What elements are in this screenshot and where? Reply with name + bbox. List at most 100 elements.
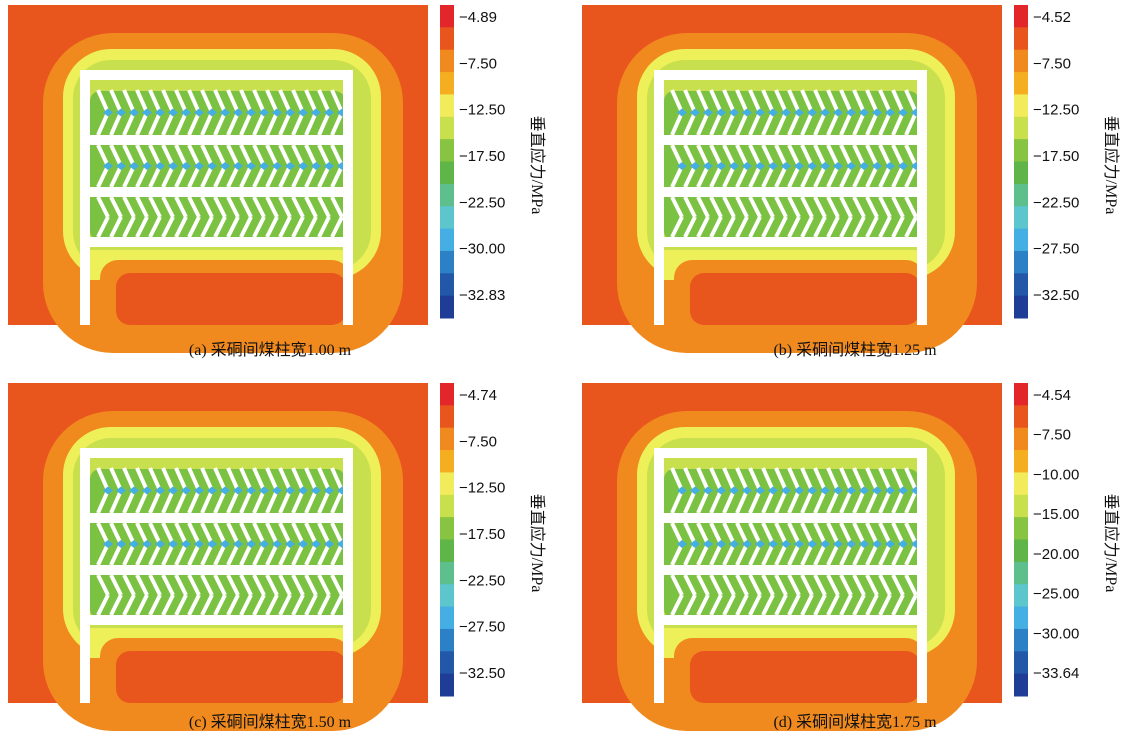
pillar-gap — [709, 144, 723, 167]
pillar-gap — [774, 594, 788, 616]
pillar-gap — [213, 594, 227, 616]
pillar-gap — [839, 489, 853, 514]
pillar-gap — [226, 111, 240, 136]
colorbar-segment — [1014, 450, 1028, 473]
pillar-gap — [865, 574, 879, 596]
colorbar-segment — [440, 139, 454, 162]
pillar-gap — [96, 594, 110, 616]
pillar-gap — [200, 467, 214, 492]
colorbar-segment — [1014, 228, 1028, 252]
pillar-gap — [761, 111, 775, 136]
pillar-gap — [722, 165, 736, 188]
pillar-gap — [787, 489, 801, 514]
stress-peak — [794, 540, 804, 548]
pillar-gap — [787, 522, 801, 545]
colorbar-segment — [1014, 72, 1028, 95]
pillar-gap — [735, 89, 749, 114]
pillar-gap — [891, 144, 905, 167]
pillar-gap — [304, 522, 318, 545]
colorbar-tick-label: −32.50 — [459, 665, 505, 682]
pillar-gap — [722, 594, 736, 616]
roadway — [917, 70, 927, 325]
pillar-gap — [826, 594, 840, 616]
pillar-gap — [891, 489, 905, 514]
pillar-gap — [252, 594, 266, 616]
pillar-gap — [891, 467, 905, 492]
pillar-gap — [813, 594, 827, 616]
pillar-gap — [748, 165, 762, 188]
pillar-gap — [774, 216, 788, 238]
pillar-gap — [696, 543, 710, 566]
pillar-gap — [135, 196, 149, 218]
pillar-gap — [330, 144, 344, 167]
pillar-gap — [135, 543, 149, 566]
pillar-gap — [800, 574, 814, 596]
pillar-gap — [774, 574, 788, 596]
pillar-gap — [826, 574, 840, 596]
pillar-gap — [174, 196, 188, 218]
pillar-gap — [670, 522, 684, 545]
stress-peak — [233, 540, 243, 548]
colorbar-segment — [440, 517, 454, 540]
pillar-gap — [213, 489, 227, 514]
pillar-gap — [226, 489, 240, 514]
colorbar-tick-label: −20.00 — [1033, 546, 1079, 563]
colorbar-segment — [1014, 295, 1028, 319]
pillar-gap — [278, 89, 292, 114]
roadway — [654, 565, 927, 575]
pillar-gap — [226, 543, 240, 566]
pillar-gap — [135, 111, 149, 136]
pillar-gap — [304, 216, 318, 238]
pillar-gap — [735, 216, 749, 238]
pillar-gap — [709, 574, 723, 596]
stress-peak — [324, 108, 334, 117]
colorbar-segment — [440, 628, 454, 652]
pillar-gap — [239, 111, 253, 136]
colorbar-segment — [1014, 273, 1028, 297]
pillar-gap — [304, 111, 318, 136]
pillar-gap — [904, 165, 918, 188]
colorbar-segment — [440, 206, 454, 230]
colorbar-title: 垂直应力/MPa — [528, 116, 547, 215]
pillar-gap — [135, 165, 149, 188]
pillar-gap — [122, 574, 136, 596]
pillar-gap — [330, 89, 344, 114]
pillar-gap — [696, 467, 710, 492]
stress-peak — [298, 162, 308, 170]
pillar-gap — [265, 594, 279, 616]
pillar-gap — [722, 467, 736, 492]
pillar-gap — [839, 89, 853, 114]
stress-peak — [246, 486, 256, 495]
pillar-gap — [904, 574, 918, 596]
roadway — [343, 70, 353, 325]
pillar-gap — [96, 111, 110, 136]
pillar-gap — [239, 543, 253, 566]
colorbar-segment — [440, 5, 454, 28]
pillar-gap — [735, 489, 749, 514]
stress-peak — [703, 108, 713, 117]
colorbar-segment — [440, 494, 454, 518]
pillar-gap — [709, 216, 723, 238]
pillar-gap — [709, 467, 723, 492]
pillar-gap — [696, 522, 710, 545]
pillar-gap — [148, 467, 162, 492]
pillar-gap — [109, 111, 123, 136]
pillar-gap — [265, 467, 279, 492]
pillar-gap — [800, 196, 814, 218]
stress-peak — [194, 540, 204, 548]
stress-peak — [859, 108, 869, 117]
pillar-gap — [330, 165, 344, 188]
pillar-gap — [252, 543, 266, 566]
pillar-gap — [891, 594, 905, 616]
pillar-gap — [748, 216, 762, 238]
stress-peak — [103, 540, 113, 548]
stress-peak — [129, 162, 139, 170]
pillar-gap — [696, 196, 710, 218]
colorbar-tick-label: −27.50 — [459, 619, 505, 636]
pillar-gap — [787, 111, 801, 136]
pillar-gap — [891, 196, 905, 218]
pillar-gap — [813, 489, 827, 514]
pillar-gap — [148, 594, 162, 616]
pillar-gap — [226, 165, 240, 188]
stress-peak — [768, 486, 778, 495]
